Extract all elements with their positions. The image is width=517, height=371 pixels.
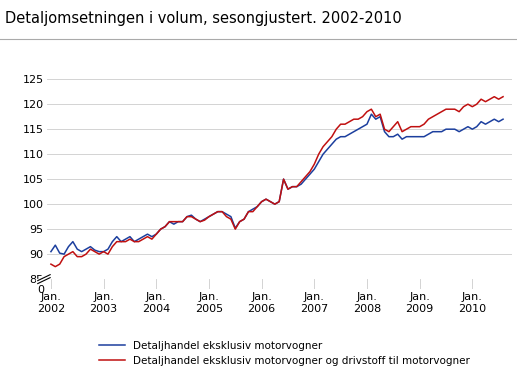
Detaljhandel eksklusiv motorvogner [368,112,374,116]
Detaljhandel eksklusiv motorvogner [61,252,67,256]
Detaljhandel eksklusiv motorvogner [48,249,54,254]
Detaljhandel eksklusiv motorvogner [184,214,190,219]
Detaljhandel eksklusiv motorvogner og drivstoff til motorvogner [491,95,497,99]
Detaljhandel eksklusiv motorvogner og drivstoff til motorvogner [48,262,54,266]
Detaljhandel eksklusiv motorvogner og drivstoff til motorvogner [276,200,282,204]
Detaljhandel eksklusiv motorvogner og drivstoff til motorvogner [465,102,471,106]
Detaljhandel eksklusiv motorvogner [276,200,282,204]
Detaljhandel eksklusiv motorvogner og drivstoff til motorvogner [487,97,493,101]
Line: Detaljhandel eksklusiv motorvogner og drivstoff til motorvogner: Detaljhandel eksklusiv motorvogner og dr… [51,97,503,267]
Detaljhandel eksklusiv motorvogner [500,117,506,121]
Line: Detaljhandel eksklusiv motorvogner: Detaljhandel eksklusiv motorvogner [51,114,503,254]
Detaljhandel eksklusiv motorvogner [166,219,173,224]
Detaljhandel eksklusiv motorvogner og drivstoff til motorvogner [500,95,506,99]
Detaljhandel eksklusiv motorvogner og drivstoff til motorvogner [65,252,71,256]
Detaljhandel eksklusiv motorvogner og drivstoff til motorvogner [166,219,173,224]
Detaljhandel eksklusiv motorvogner [65,244,71,249]
Detaljhandel eksklusiv motorvogner og drivstoff til motorvogner [184,214,190,219]
Detaljhandel eksklusiv motorvogner [491,117,497,121]
Detaljhandel eksklusiv motorvogner og drivstoff til motorvogner [52,265,58,269]
Text: Detaljomsetningen i volum, sesongjustert. 2002-2010: Detaljomsetningen i volum, sesongjustert… [5,11,402,26]
Detaljhandel eksklusiv motorvogner [469,127,476,131]
Legend: Detaljhandel eksklusiv motorvogner, Detaljhandel eksklusiv motorvogner og drivst: Detaljhandel eksklusiv motorvogner, Deta… [99,341,470,366]
